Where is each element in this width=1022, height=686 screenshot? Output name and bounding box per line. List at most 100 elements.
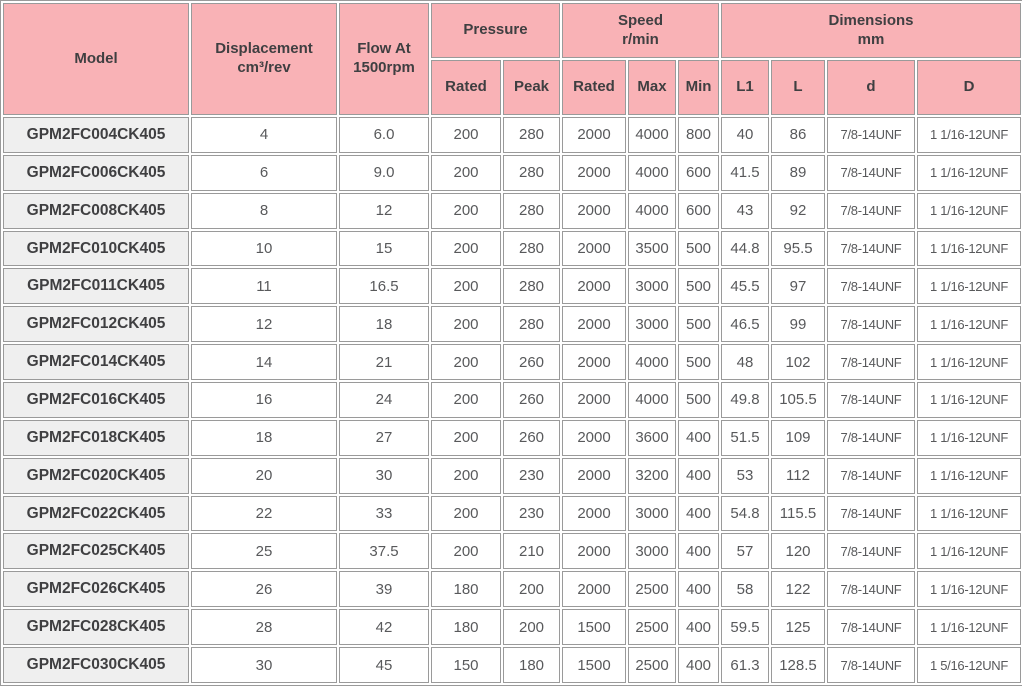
model-cell: GPM2FC025CK405 [3,533,189,570]
value-cell: 7/8-14UNF [827,382,915,418]
value-cell: 2000 [562,344,626,381]
model-cell: GPM2FC014CK405 [3,344,189,381]
value-cell: 3000 [628,306,676,343]
flow-label: Flow At [357,40,411,58]
model-cell: GPM2FC012CK405 [3,306,189,343]
value-cell: 150 [431,647,501,683]
value-cell: 3600 [628,419,676,456]
value-cell: 1 1/16-12UNF [917,306,1022,343]
model-cell: GPM2FC020CK405 [3,457,189,494]
header-group-row: Model Displacement cm³/rev Flow At 1500r… [3,3,1022,115]
model-cell: GPM2FC022CK405 [3,495,189,532]
col-header-dim-l: L [771,60,825,115]
value-cell: 109 [771,419,825,456]
value-cell: 1 1/16-12UNF [917,268,1022,305]
value-cell: 99 [771,306,825,343]
model-cell: GPM2FC028CK405 [3,609,189,646]
table-row: GPM2FC026CK405 26 39 180 200 2000 2500 400 58 122… [3,571,1022,608]
value-cell: 51.5 [721,419,769,456]
value-cell: 2000 [562,117,626,153]
table-row: GPM2FC020CK405 20 30 200 230 2000 3200 400 53 112… [3,457,1022,494]
value-cell: 200 [431,382,501,418]
value-cell: 3200 [628,457,676,494]
value-cell: 280 [503,230,560,267]
value-cell: 45 [339,647,429,683]
value-cell: 3000 [628,495,676,532]
col-header-dim-l1: L1 [721,60,769,115]
value-cell: 18 [191,419,337,456]
value-cell: 400 [678,571,719,608]
value-cell: 200 [431,154,501,191]
flow-unit: 1500rpm [353,59,415,76]
value-cell: 44.8 [721,230,769,267]
value-cell: 1 1/16-12UNF [917,571,1022,608]
col-header-speed-rated: Rated [562,60,626,115]
value-cell: 115.5 [771,495,825,532]
speed-label: Speed [617,11,663,29]
value-cell: 200 [431,268,501,305]
value-cell: 92 [771,192,825,229]
value-cell: 210 [503,533,560,570]
value-cell: 280 [503,268,560,305]
value-cell: 400 [678,647,719,683]
value-cell: 16.5 [339,268,429,305]
value-cell: 45.5 [721,268,769,305]
value-cell: 28 [191,609,337,646]
value-cell: 54.8 [721,495,769,532]
value-cell: 7/8-14UNF [827,344,915,381]
value-cell: 24 [339,382,429,418]
table-row: GPM2FC006CK405 6 9.0 200 280 2000 4000 600 41.5 8… [3,154,1022,191]
model-cell: GPM2FC016CK405 [3,382,189,418]
value-cell: 105.5 [771,382,825,418]
value-cell: 48 [721,344,769,381]
value-cell: 500 [678,306,719,343]
value-cell: 400 [678,419,719,456]
value-cell: 1500 [562,609,626,646]
value-cell: 400 [678,457,719,494]
value-cell: 2500 [628,571,676,608]
value-cell: 1 1/16-12UNF [917,344,1022,381]
value-cell: 4 [191,117,337,153]
value-cell: 280 [503,306,560,343]
model-cell: GPM2FC010CK405 [3,230,189,267]
value-cell: 180 [431,609,501,646]
value-cell: 1 1/16-12UNF [917,419,1022,456]
col-header-pressure-peak: Peak [503,60,560,115]
dimensions-label: Dimensions [828,11,914,29]
value-cell: 200 [431,457,501,494]
value-cell: 200 [431,117,501,153]
value-cell: 26 [191,571,337,608]
value-cell: 16 [191,382,337,418]
model-cell: GPM2FC008CK405 [3,192,189,229]
value-cell: 7/8-14UNF [827,609,915,646]
value-cell: 9.0 [339,154,429,191]
value-cell: 14 [191,344,337,381]
value-cell: 280 [503,154,560,191]
value-cell: 3000 [628,533,676,570]
value-cell: 86 [771,117,825,153]
value-cell: 7/8-14UNF [827,571,915,608]
value-cell: 25 [191,533,337,570]
value-cell: 97 [771,268,825,305]
value-cell: 400 [678,495,719,532]
value-cell: 12 [339,192,429,229]
value-cell: 800 [678,117,719,153]
value-cell: 600 [678,154,719,191]
value-cell: 59.5 [721,609,769,646]
value-cell: 7/8-14UNF [827,306,915,343]
value-cell: 280 [503,192,560,229]
table-header: Model Displacement cm³/rev Flow At 1500r… [3,3,1022,115]
value-cell: 125 [771,609,825,646]
value-cell: 89 [771,154,825,191]
value-cell: 180 [503,647,560,683]
table-body: GPM2FC004CK405 4 6.0 200 280 2000 4000 800 40 86 7… [3,117,1022,683]
value-cell: 1 1/16-12UNF [917,533,1022,570]
value-cell: 2000 [562,192,626,229]
col-header-displacement: Displacement cm³/rev [191,3,337,115]
table-row: GPM2FC014CK405 14 21 200 260 2000 4000 500 48 102… [3,344,1022,381]
value-cell: 500 [678,382,719,418]
value-cell: 200 [431,419,501,456]
value-cell: 120 [771,533,825,570]
value-cell: 200 [431,344,501,381]
value-cell: 2000 [562,457,626,494]
